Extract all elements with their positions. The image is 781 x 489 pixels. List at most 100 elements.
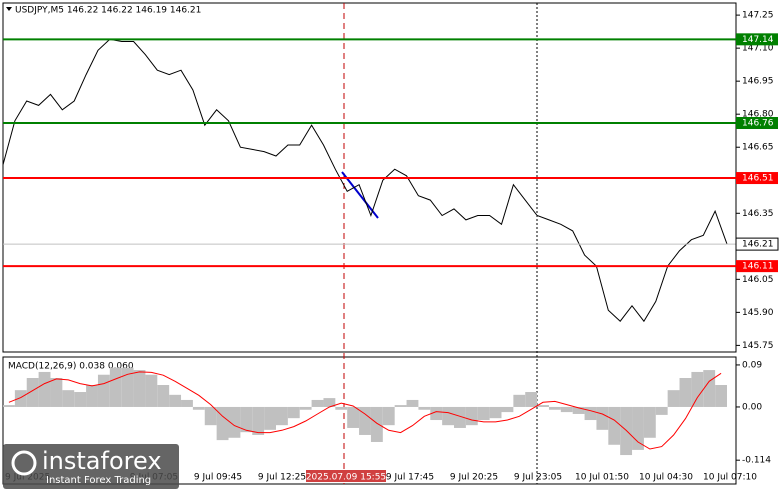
macd-bar [109,367,122,407]
x-tick-label: 9 Jul 23:05 [514,473,562,483]
x-tick-label: 9 Jul 20:25 [450,473,498,483]
macd-bar [347,406,360,428]
macd-bar [691,371,704,407]
cursor-label-bg [306,470,386,482]
macd-bar [74,392,87,407]
macd-bar [145,374,158,407]
x-tick-label: 2025.07.09 15:55 [306,473,386,483]
macd-bar [513,394,526,407]
macd-bar [323,398,336,407]
level-label-bg [736,172,778,185]
trend-line [341,171,379,219]
x-tick-label: 9 Jul 17:45 [386,473,434,483]
level-label: 146.11 [742,262,774,272]
macd-bar [264,406,276,430]
price-line [2,38,728,323]
macd-bar [133,370,146,407]
macd-bar [679,378,692,407]
macd-bar [287,406,300,419]
y-tick-label: 147.25 [742,11,774,21]
macd-bar [643,406,656,438]
macd-frame [2,356,737,485]
y-tick-label: 0.09 [742,360,762,370]
macd-bar [703,370,716,407]
macd-bar [228,406,241,438]
macd-bar [181,399,193,407]
macd-bar [655,406,668,415]
macd-bar [596,406,609,430]
y-tick-label: 147.10 [742,44,774,54]
macd-bar [204,406,217,426]
logo-name: instaforex [42,447,162,475]
x-tick-label: 10 Jul 07:10 [703,473,757,483]
y-tick-label: 146.95 [742,77,774,87]
macd-bar [157,385,170,407]
macd-bar [26,378,39,407]
last-price-bg [735,237,779,251]
macd-bar [382,406,395,426]
macd-bar [62,390,75,407]
macd-bar [86,385,98,407]
macd-bar [560,406,573,413]
x-tick-label: 9 Jul 12:25 [258,473,306,483]
macd-bar [548,406,561,410]
macd-bar [489,406,502,419]
macd-bar [477,406,490,421]
macd-title: MACD(12,26,9) 0.038 0.060 [8,362,134,372]
macd-bar [667,390,680,407]
macd-bar [465,406,478,426]
macd-bar [418,406,431,410]
macd-bar [240,406,253,433]
macd-bar [121,367,134,407]
macd-bar [632,406,644,450]
macd-bar [442,406,455,426]
macd-bar [14,390,27,407]
logo-bg [3,444,179,489]
macd-bar [216,406,229,441]
macd-bar [359,406,371,435]
signal-line [8,371,722,450]
macd-bar [608,406,621,445]
macd-bar [572,406,585,414]
macd-bar [525,392,538,407]
x-tick-label: 9 Jul 09:45 [194,473,242,483]
macd-bar [50,378,63,407]
header-arrow [6,7,12,11]
macd-bar [169,394,182,407]
y-tick-label: 145.75 [742,341,774,351]
macd-bar [537,405,549,407]
macd-bar [299,406,312,410]
macd-bar [38,371,51,407]
level-label: 146.51 [742,174,774,184]
level-label-bg [736,260,778,273]
logo: instaforex Instant Forex Trading [3,444,179,489]
logo-tagline: Instant Forex Trading [46,475,151,486]
y-tick-label: 146.65 [742,143,774,153]
last-price-label: 146.21 [742,240,774,250]
level-label-bg [736,117,778,130]
logo-icon [11,450,37,476]
macd-bar [394,405,407,407]
y-tick-label: 145.90 [742,308,774,318]
y-tick-label: 0.00 [742,402,762,412]
macd-bar [370,406,383,442]
macd-bar [335,406,348,410]
level-label-bg [736,33,778,46]
level-label: 146.76 [742,119,774,129]
y-tick-label: 146.05 [742,275,774,285]
x-tick-label: 10 Jul 01:50 [575,473,629,483]
macd-bar [192,406,205,410]
price-title: USDJPY,M5 146.22 146.22 146.19 146.21 [15,6,201,16]
macd-bar [501,406,514,413]
macd-bar [3,405,15,407]
y-tick-label: -0.114 [742,456,771,466]
level-label: 147.14 [742,35,774,45]
macd-bar [275,406,288,426]
y-tick-label: 146.35 [742,209,774,219]
macd-bar [454,406,466,428]
macd-bar [97,374,110,407]
macd-bar [406,399,419,407]
macd-bar [584,406,597,421]
macd-bar [715,385,727,407]
